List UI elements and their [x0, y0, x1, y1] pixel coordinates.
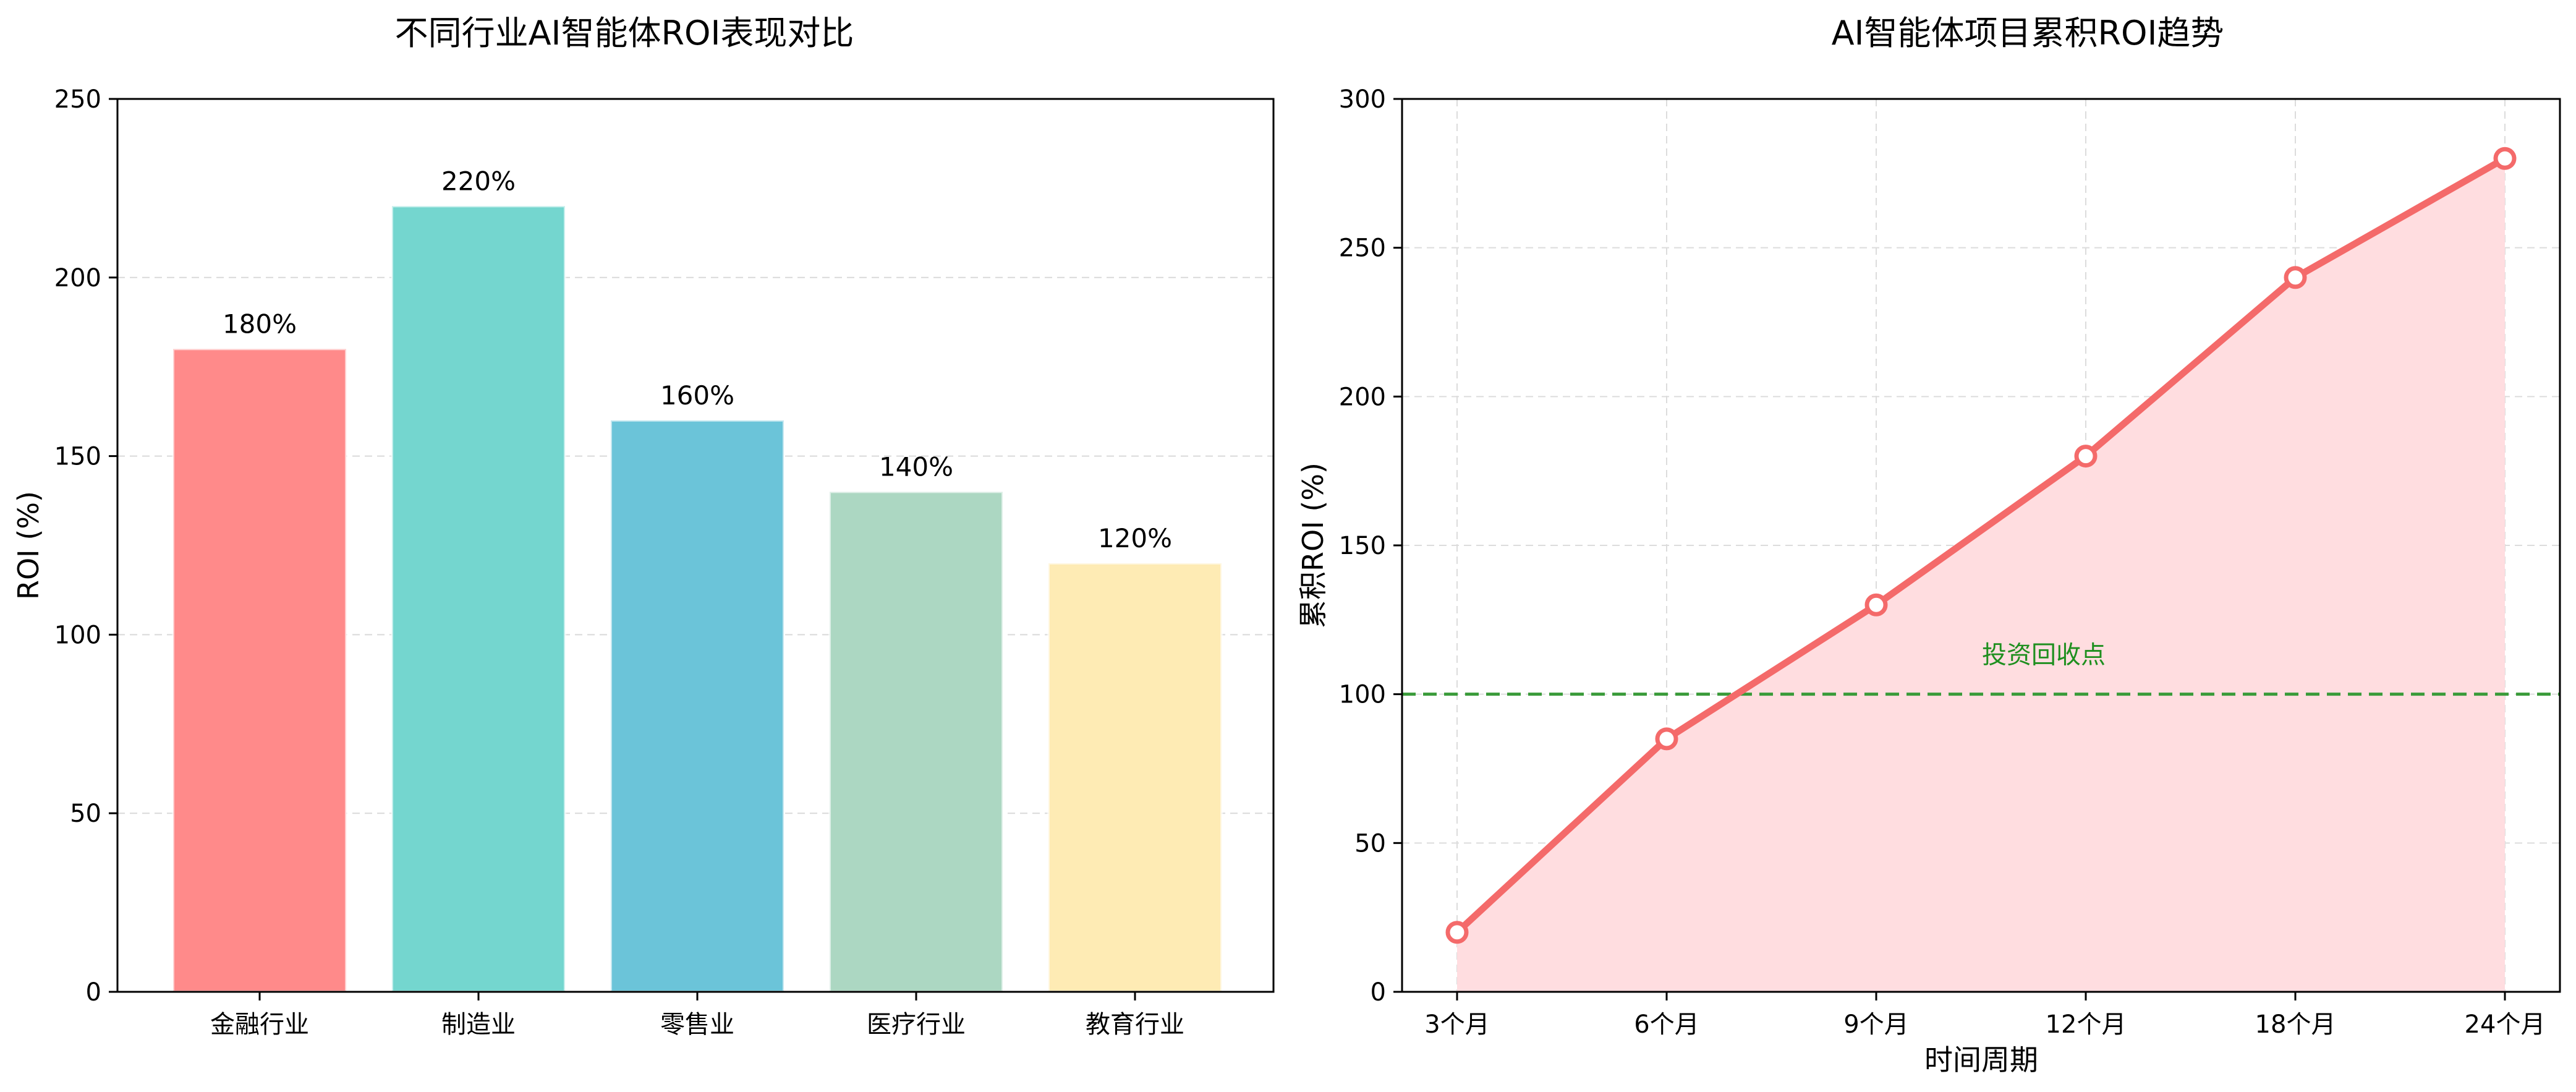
bar-y-tick-label: 100	[54, 621, 101, 649]
bar-chart-data-labels: 180% 220% 160% 140% 120%	[223, 166, 1172, 553]
bar-x-tick-label: 零售业	[660, 1010, 734, 1039]
line-x-tick-label: 18个月	[2255, 1010, 2336, 1039]
bar-chart-bars	[172, 205, 1223, 994]
bar-x-tick-label: 金融行业	[210, 1010, 309, 1039]
bar-2	[391, 205, 566, 993]
line-chart: AI智能体项目累积ROI趋势 投资回收点 050100150200250300 …	[1296, 14, 2561, 1077]
line-y-tick-label: 250	[1339, 234, 1386, 263]
bar-data-label: 140%	[879, 451, 953, 482]
line-point-4	[2074, 445, 2098, 468]
line-x-tick-label: 9个月	[1843, 1010, 1908, 1039]
line-y-tick-label: 50	[1354, 829, 1386, 858]
line-point-1	[1445, 921, 1469, 944]
payback-reference-label: 投资回收点	[1982, 641, 2106, 670]
line-x-tick-label: 3个月	[1424, 1010, 1489, 1039]
line-point-2	[1655, 727, 1678, 751]
line-y-tick-label: 100	[1339, 681, 1386, 709]
line-x-tick-label: 24个月	[2465, 1010, 2546, 1039]
bar-data-label: 220%	[441, 166, 516, 196]
bar-x-tick-label: 教育行业	[1086, 1010, 1184, 1039]
line-chart-title: AI智能体项目累积ROI趋势	[1832, 14, 2224, 53]
bar-chart-x-ticks: 金融行业 制造业 零售业 医疗行业 教育行业	[210, 992, 1184, 1039]
line-point-3	[1864, 593, 1888, 616]
line-x-tick-label: 12个月	[2046, 1010, 2127, 1039]
line-chart-series-line	[1455, 155, 2507, 935]
bar-data-label: 160%	[660, 380, 734, 411]
line-x-tick-label: 6个月	[1634, 1010, 1699, 1039]
line-chart-points	[1445, 147, 2517, 944]
bar-y-tick-label: 0	[86, 978, 101, 1007]
bar-3	[610, 419, 785, 993]
line-y-tick-label: 0	[1371, 978, 1386, 1007]
line-y-tick-label: 150	[1339, 532, 1386, 560]
bar-data-label: 180%	[223, 309, 297, 339]
bar-chart-y-ticks: 0 50 100 150 200 250	[54, 85, 117, 1007]
line-chart-y-ticks: 0 50 100 150 200 250 300	[1339, 85, 1402, 1007]
bar-chart-plot-frame	[116, 98, 1275, 993]
bar-5	[1047, 561, 1223, 993]
line-chart-y-axis-label: 累积ROI (%)	[1296, 463, 1330, 628]
bar-y-tick-label: 150	[54, 443, 101, 471]
line-y-tick-label: 200	[1339, 383, 1386, 411]
line-y-tick-label: 300	[1339, 85, 1386, 114]
bar-y-tick-label: 200	[54, 264, 101, 292]
bar-y-tick-label: 50	[70, 800, 101, 828]
line-chart-x-axis-label: 时间周期	[1924, 1043, 2038, 1077]
line-point-5	[2284, 266, 2307, 289]
line-chart-area-fill	[1457, 158, 2505, 992]
bar-chart: 不同行业AI智能体ROI表现对比 180% 220% 160% 140% 120% 0 5…	[12, 14, 1275, 1039]
bar-chart-title: 不同行业AI智能体ROI表现对比	[395, 14, 854, 53]
bar-1	[172, 348, 347, 994]
bar-y-tick-label: 250	[54, 85, 101, 114]
bar-x-tick-label: 制造业	[441, 1010, 516, 1039]
line-chart-x-ticks: 3个月 6个月 9个月 12个月 18个月 24个月	[1424, 992, 2545, 1039]
line-point-6	[2493, 147, 2517, 170]
bar-4	[828, 490, 1004, 993]
bar-x-tick-label: 医疗行业	[867, 1010, 966, 1039]
bar-chart-y-axis-label: ROI (%)	[12, 491, 45, 600]
bar-data-label: 120%	[1098, 523, 1172, 553]
